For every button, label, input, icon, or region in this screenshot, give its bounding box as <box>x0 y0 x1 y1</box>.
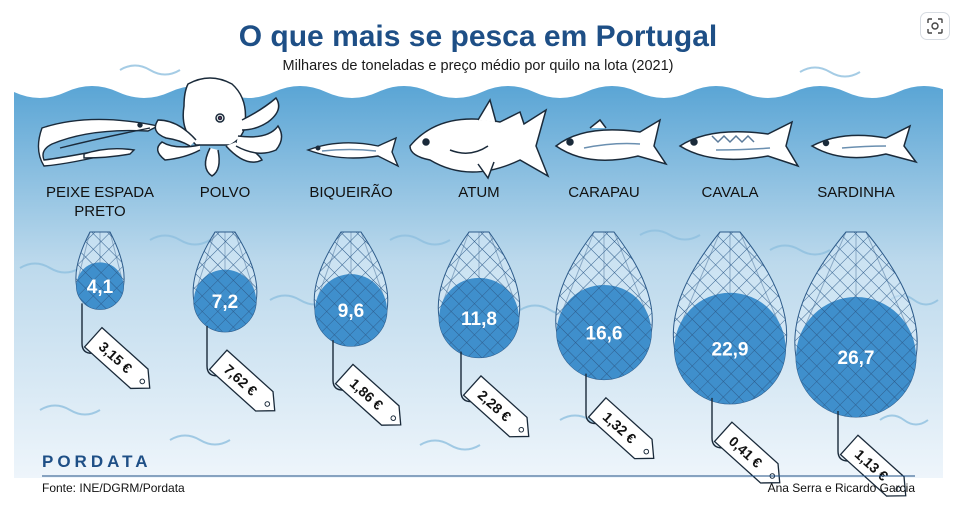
price-tag: 3,15 € <box>83 326 151 390</box>
horse-mackerel-icon <box>554 118 668 166</box>
value-label: 16,6 <box>586 323 623 344</box>
value-label: 4,1 <box>87 277 114 298</box>
octopus-icon <box>154 77 283 177</box>
price-tag-shape <box>839 434 907 497</box>
net-bubble: 16,6 1,32 € <box>555 231 655 460</box>
price-tag-hole <box>769 473 776 479</box>
value-label: 11,8 <box>461 309 497 330</box>
net-bubble: 4,1 3,15 € <box>75 231 151 390</box>
price-tag-shape <box>83 326 151 390</box>
category-label-line: POLVO <box>200 184 251 201</box>
price-tag-hole <box>895 486 902 492</box>
category-label: ATUM <box>458 184 499 201</box>
net-bubble: 26,7 1,13 € <box>794 231 918 497</box>
source-text: Fonte: INE/DGRM/Pordata <box>42 481 185 495</box>
lens-button[interactable] <box>920 12 950 40</box>
price-tag-hole <box>390 415 397 422</box>
category-label: BIQUEIRÃO <box>309 184 392 201</box>
price-tag: 1,13 € <box>839 434 907 497</box>
price-tag-shape <box>462 375 530 438</box>
price-tag-hole <box>643 448 650 455</box>
net-mesh <box>673 232 787 404</box>
category-label: SARDINHA <box>817 184 895 201</box>
price-tag-hole <box>139 378 146 385</box>
price-tag: 7,62 € <box>208 349 276 412</box>
chart-subtitle: Milhares de toneladas e preço médio por … <box>283 58 674 74</box>
anchovy-icon <box>306 136 400 168</box>
category-label-line: CARAPAU <box>568 184 639 201</box>
category-label: POLVO <box>200 184 251 201</box>
price-tag-hole <box>518 426 525 433</box>
tuna-icon <box>409 98 550 180</box>
price-tag-hole <box>264 401 271 407</box>
category-label-line: SARDINHA <box>817 184 895 201</box>
category-label-line: PEIXE ESPADA <box>46 184 154 201</box>
net-mesh <box>193 232 257 332</box>
value-label: 7,2 <box>212 292 238 313</box>
net-mesh <box>75 232 125 310</box>
category-label: CARAPAU <box>568 184 639 201</box>
price-tag-shape <box>713 421 781 484</box>
net-mesh <box>314 232 388 347</box>
category-label-line: BIQUEIRÃO <box>309 184 392 201</box>
price-tag-shape <box>208 349 276 412</box>
credit-text: Ana Serra e Ricardo Garcia <box>768 481 916 495</box>
net-mesh <box>438 232 520 358</box>
price-tag-shape <box>587 396 655 460</box>
chart-title: O que mais se pesca em Portugal <box>239 20 718 53</box>
net-mesh <box>555 232 653 380</box>
category-label: PEIXE ESPADA PRETO <box>46 184 154 220</box>
net-bubble: 11,82,28 € <box>437 231 530 438</box>
black-scabbardfish-icon <box>37 118 161 167</box>
category-label-line: ATUM <box>458 184 499 201</box>
category-label-line: CAVALA <box>702 184 759 201</box>
value-label: 22,9 <box>712 339 749 360</box>
sardine-icon <box>810 124 918 164</box>
net-bubble: 7,2 7,62 € <box>192 231 276 412</box>
lens-icon <box>927 18 943 34</box>
pordata-logo: PORDATA <box>42 452 152 471</box>
category-label: CAVALA <box>702 184 759 201</box>
net-mesh <box>794 232 918 417</box>
price-tag-shape <box>334 363 402 426</box>
category-label-line: PRETO <box>74 203 125 220</box>
value-label: 9,6 <box>338 301 364 322</box>
value-label: 26,7 <box>838 348 875 369</box>
net-bubble: 22,90,41 € <box>672 231 788 484</box>
mackerel-icon <box>678 120 800 168</box>
price-tag: 1,32 € <box>587 396 655 460</box>
